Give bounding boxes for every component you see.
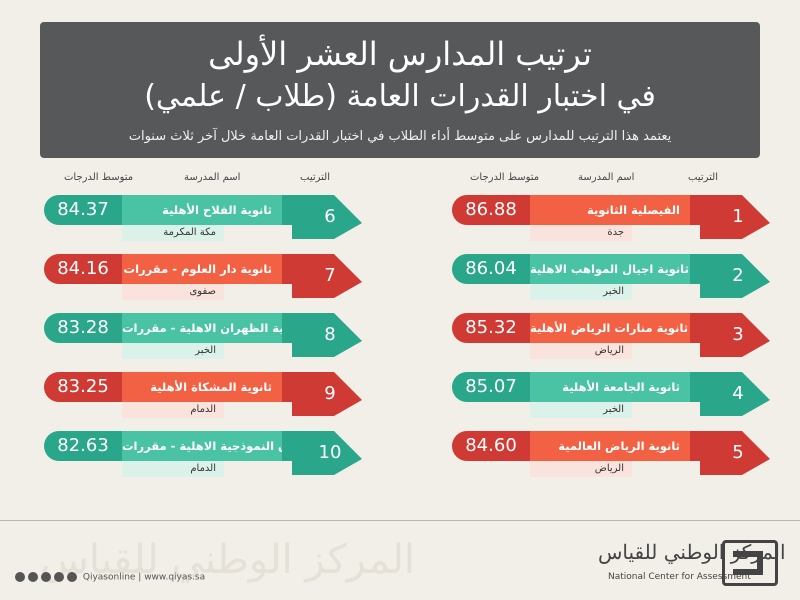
rank-header-left: الترتيب <box>300 172 330 183</box>
average-score: 82.63 <box>44 431 122 461</box>
school-city: الخبر <box>530 284 632 300</box>
ranking-row: 7 84.16 ثانوية دار العلوم - مقررات صفوى <box>44 254 364 312</box>
school-city: الرياض <box>530 343 632 359</box>
rank-arrow-shape <box>680 313 770 357</box>
title-banner: ترتيب المدارس العشر الأولى في اختبار الق… <box>40 22 760 158</box>
school-header-left: اسم المدرسة <box>184 172 241 183</box>
average-score: 84.60 <box>452 431 530 461</box>
school-name: ثانوية اجيال المواهب الاهلية <box>530 254 690 284</box>
average-score: 84.37 <box>44 195 122 225</box>
youtube-icon[interactable] <box>41 572 51 582</box>
qiyas-logo-icon <box>722 540 778 586</box>
school-city: جدة <box>530 225 632 241</box>
school-city: الخبر <box>122 343 224 359</box>
ranking-row: 6 84.37 ثانوية الفلاح الأهلية مكة المكرمة <box>44 195 364 253</box>
ranking-row: 3 85.32 ثانوية منارات الرياض الأهلية الرياض <box>452 313 772 371</box>
facebook-icon[interactable] <box>15 572 25 582</box>
footer-divider <box>0 520 800 521</box>
school-name: ثانوية المشكاة الأهلية <box>122 372 282 402</box>
score-header-right: متوسط الدرجات <box>470 172 540 183</box>
school-name: ثانوية الحصان النموذجية الاهلية - مقررات <box>122 431 282 461</box>
school-name: ثانوية الفلاح الأهلية <box>122 195 282 225</box>
school-city: مكة المكرمة <box>122 225 224 241</box>
rank-number: 8 <box>324 324 336 345</box>
calligraphy-watermark: المركز الوطني للقياس <box>40 537 415 583</box>
average-score: 85.07 <box>452 372 530 402</box>
rank-number: 1 <box>732 206 744 227</box>
rank-number: 6 <box>324 206 336 227</box>
ranking-row: 5 84.60 ثانوية الرياض العالمية الرياض <box>452 431 772 489</box>
rank-arrow-shape <box>680 195 770 239</box>
logo-english-text: National Center for Assessment <box>608 572 751 582</box>
ranking-row: 9 83.25 ثانوية المشكاة الأهلية الدمام <box>44 372 364 430</box>
rank-number: 7 <box>324 265 336 286</box>
rank-number: 5 <box>732 442 744 463</box>
school-name: ثانوية الظهران الاهلية - مقررات <box>122 313 282 343</box>
rank-arrow-shape <box>680 372 770 416</box>
ranking-row: 8 83.28ثانوية الظهران الاهلية - مقرراتالخ… <box>44 313 364 371</box>
school-name: ثانوية الرياض العالمية <box>530 431 690 461</box>
rank-number: 3 <box>732 324 744 345</box>
school-name: ثانوية منارات الرياض الأهلية <box>530 313 690 343</box>
rank-arrow-shape <box>272 254 362 298</box>
ranking-row: 10 82.63ثانوية الحصان النموذجية الاهلية -… <box>44 431 364 489</box>
ranking-row: 2 86.04 ثانوية اجيال المواهب الاهلية الخبر <box>452 254 772 312</box>
school-city: صفوى <box>122 284 224 300</box>
school-name: ثانوية دار العلوم - مقررات <box>122 254 282 284</box>
rank-arrow-shape <box>272 431 362 475</box>
rank-number: 10 <box>318 442 342 463</box>
page-subtitle-title: في اختبار القدرات العامة (طلاب / علمي) <box>144 79 656 114</box>
average-score: 83.25 <box>44 372 122 402</box>
school-city: الدمام <box>122 461 224 477</box>
footer-social: Qiyasonline | www.qiyas.sa <box>15 572 205 583</box>
school-name: الفيصلية الثانوية <box>530 195 690 225</box>
school-city: الخبر <box>530 402 632 418</box>
rank-number: 2 <box>732 265 744 286</box>
rank-arrow-shape <box>272 313 362 357</box>
rank-number: 9 <box>324 383 336 404</box>
rank-arrow-shape <box>272 195 362 239</box>
average-score: 84.16 <box>44 254 122 284</box>
rank-header-right: الترتيب <box>688 172 718 183</box>
instagram-icon[interactable] <box>54 572 64 582</box>
score-header-left: متوسط الدرجات <box>64 172 134 183</box>
twitter-icon[interactable] <box>28 572 38 582</box>
rank-arrow-shape <box>680 431 770 475</box>
average-score: 86.88 <box>452 195 530 225</box>
school-city: الرياض <box>530 461 632 477</box>
linkedin-icon[interactable] <box>67 572 77 582</box>
website-link[interactable]: Qiyasonline | www.qiyas.sa <box>82 572 206 583</box>
school-name: ثانوية الجامعة الأهلية <box>530 372 690 402</box>
rank-arrow-shape <box>272 372 362 416</box>
average-score: 86.04 <box>452 254 530 284</box>
school-header-right: اسم المدرسة <box>578 172 635 183</box>
ranking-row: 4 85.07 ثانوية الجامعة الأهلية الخبر <box>452 372 772 430</box>
rank-number: 4 <box>732 383 744 404</box>
average-score: 85.32 <box>452 313 530 343</box>
rank-arrow-shape <box>680 254 770 298</box>
description: يعتمد هذا الترتيب للمدارس على متوسط أداء… <box>128 129 672 144</box>
school-city: الدمام <box>122 402 224 418</box>
ranking-row: 1 86.88 الفيصلية الثانوية جدة <box>452 195 772 253</box>
average-score: 83.28 <box>44 313 122 343</box>
page-title: ترتيب المدارس العشر الأولى <box>208 35 592 73</box>
